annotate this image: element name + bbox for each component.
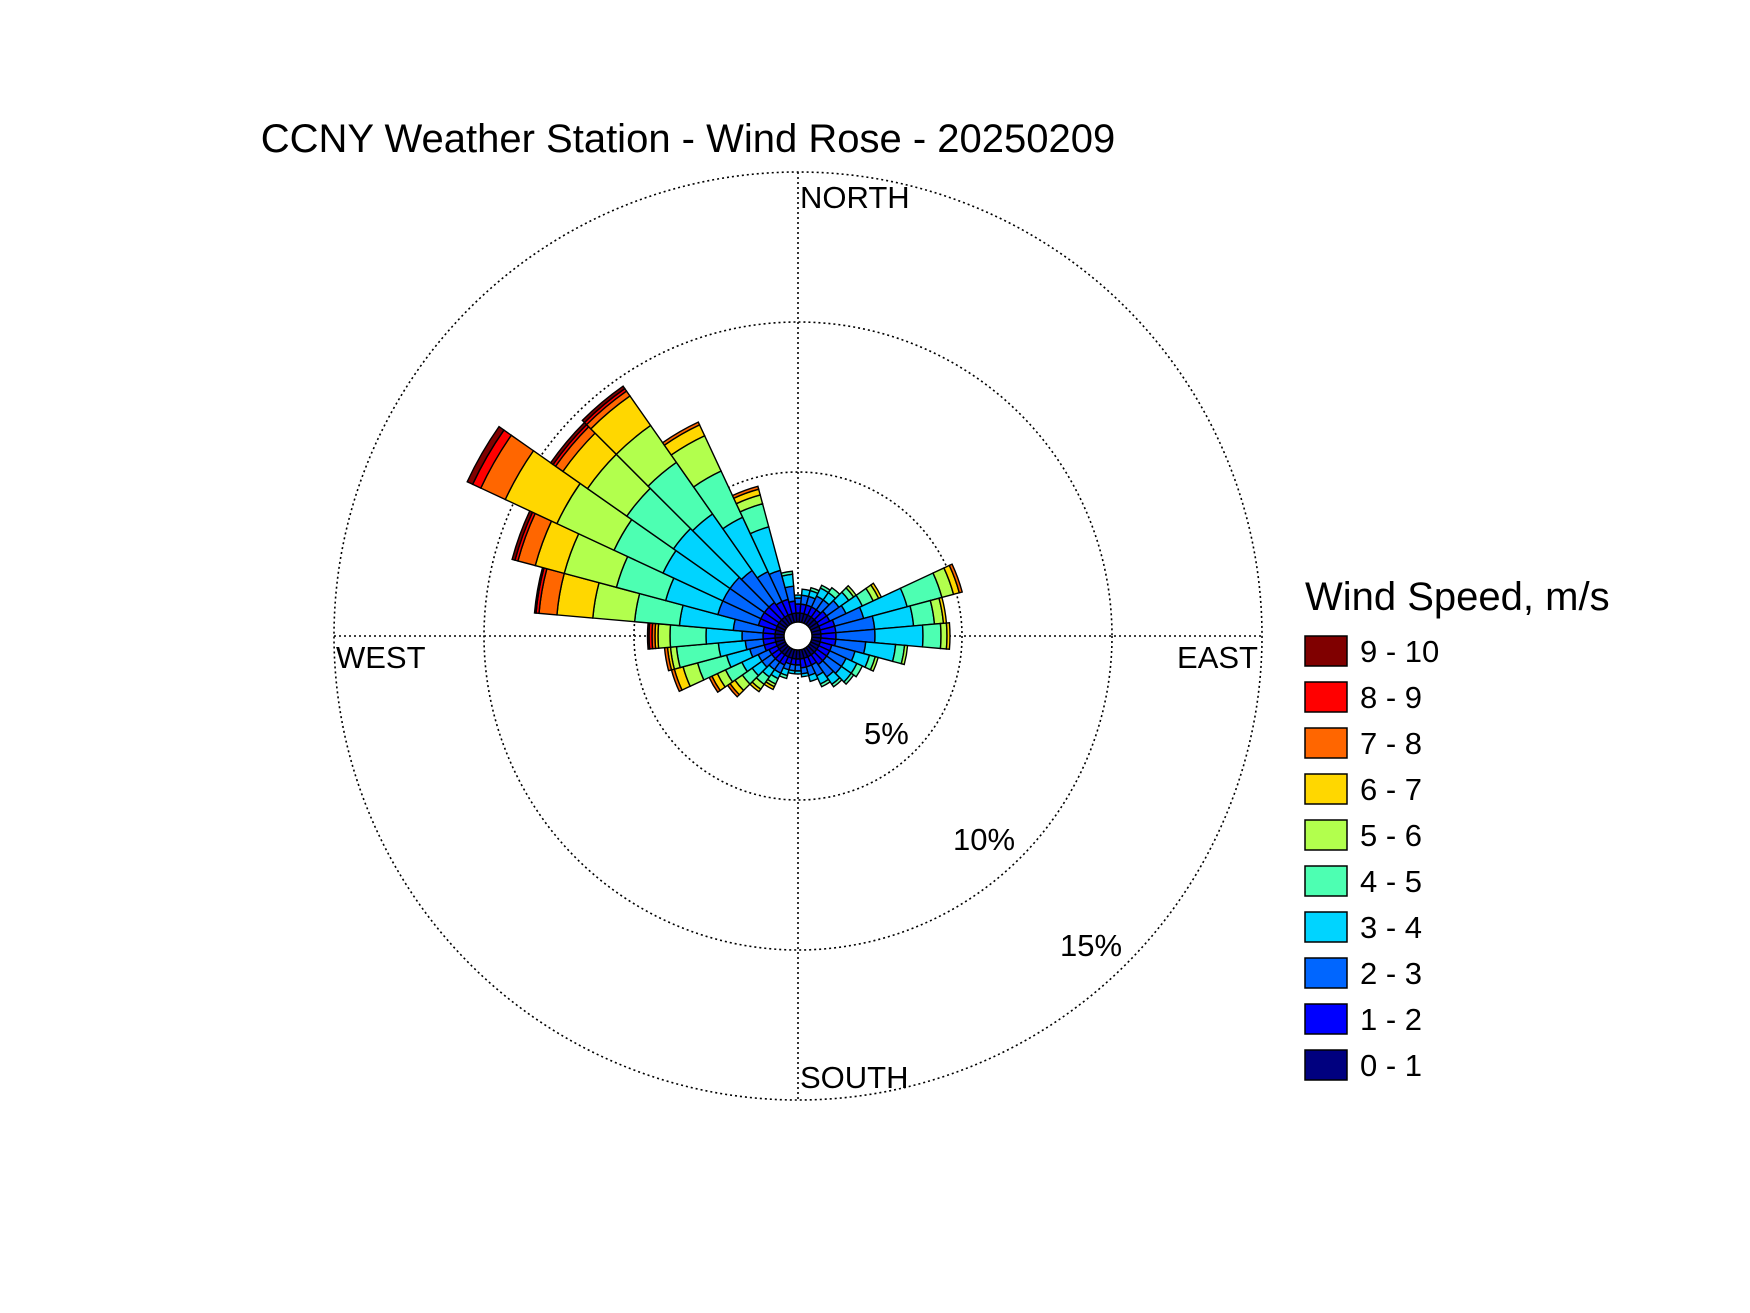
legend-label-6: 6 - 7: [1360, 772, 1422, 807]
legend-swatch-8: [1304, 681, 1348, 713]
polar-grid: [333, 171, 1263, 1101]
bar-dir-110-bin-5: [869, 655, 880, 673]
calm-center: [783, 621, 813, 651]
legend-swatch-5: [1304, 819, 1348, 851]
label-south: SOUTH: [800, 1060, 909, 1095]
legend-swatch-1: [1304, 1003, 1348, 1035]
bar-dir-170-bin-3: [800, 671, 810, 678]
bar-dir-270-bin-5: [657, 623, 672, 649]
legend-title: Wind Speed, m/s: [1305, 575, 1610, 619]
legend-label-3: 3 - 4: [1360, 910, 1422, 945]
bar-dir-90-bin-6: [945, 621, 951, 651]
bar-dir-300-bin-9: [466, 425, 505, 486]
legend-label-2: 2 - 3: [1360, 956, 1422, 991]
bar-dir-150-bin-4: [819, 678, 832, 688]
bar-dir-90-bin-5: [939, 622, 948, 650]
legend-label-4: 4 - 5: [1360, 864, 1422, 899]
legend-swatch-7: [1304, 727, 1348, 759]
legend-label-9: 9 - 10: [1360, 634, 1439, 669]
label-east: EAST: [1177, 640, 1258, 675]
legend-swatch-9: [1304, 635, 1348, 667]
bar-dir-330-bin-7: [661, 421, 701, 447]
ring-label-15: 15%: [1060, 928, 1122, 963]
legend-label-7: 7 - 8: [1360, 726, 1422, 761]
bar-dir-270-bin-9: [646, 622, 651, 650]
legend: Wind Speed, m/s 9 - 10 8 - 9 7 - 8 6 - 7 5 -…: [1304, 575, 1610, 1083]
legend-label-8: 8 - 9: [1360, 680, 1422, 715]
bar-dir-70-bin-7: [948, 563, 964, 594]
label-west: WEST: [336, 640, 426, 675]
legend-label-1: 1 - 2: [1360, 1002, 1422, 1037]
legend-swatch-2: [1304, 957, 1348, 989]
bar-dir-320-bin-9: [581, 385, 626, 424]
legend-swatch-3: [1304, 911, 1348, 943]
bar-dir-140-bin-4: [830, 676, 843, 688]
bar-dir-350-bin-4: [780, 570, 794, 577]
bar-dir-90-bin-4: [921, 622, 942, 650]
chart-title: CCNY Weather Station - Wind Rose - 20250…: [261, 117, 1116, 161]
label-north: NORTH: [800, 180, 910, 215]
bar-dir-100-bin-5: [900, 644, 909, 666]
bar-dir-0-bin-3: [793, 594, 803, 599]
bar-dir-120-bin-4: [850, 662, 864, 678]
ring-label-10: 10%: [953, 822, 1015, 857]
legend-swatch-6: [1304, 773, 1348, 805]
legend-label-0: 0 - 1: [1360, 1048, 1422, 1083]
legend-swatch-0: [1304, 1049, 1348, 1081]
wind-rose-bars: [466, 385, 964, 698]
bar-dir-340-bin-7: [731, 485, 760, 500]
bar-dir-160-bin-3: [807, 672, 819, 683]
bar-dir-180-bin-3: [793, 670, 803, 675]
ring-label-5: 5%: [864, 716, 909, 751]
legend-swatch-4: [1304, 865, 1348, 897]
bar-dir-130-bin-4: [842, 672, 855, 686]
legend-label-5: 5 - 6: [1360, 818, 1422, 853]
